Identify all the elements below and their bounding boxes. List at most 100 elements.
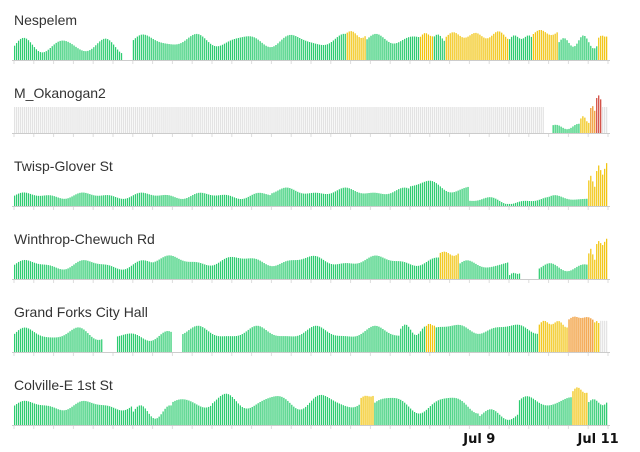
bar xyxy=(219,261,222,279)
bar xyxy=(188,400,190,425)
bar xyxy=(49,48,51,60)
bar xyxy=(257,403,259,425)
bar xyxy=(19,107,22,133)
bar xyxy=(265,194,267,206)
bar xyxy=(320,327,323,352)
bar xyxy=(269,265,271,279)
bar xyxy=(467,36,469,60)
bar xyxy=(473,107,475,133)
bar xyxy=(255,107,257,133)
bar xyxy=(21,260,24,279)
bar xyxy=(406,37,408,60)
bar xyxy=(530,36,533,60)
bar xyxy=(487,38,489,60)
bar xyxy=(77,107,79,133)
bar xyxy=(566,271,568,279)
bar xyxy=(368,37,370,60)
bar xyxy=(602,35,604,60)
bar xyxy=(471,33,473,60)
bar xyxy=(295,36,297,60)
bar xyxy=(447,398,449,425)
bar xyxy=(445,36,447,60)
bar xyxy=(540,107,542,133)
bar xyxy=(229,395,232,425)
bar xyxy=(45,405,47,425)
bar xyxy=(130,196,133,206)
bar xyxy=(540,30,542,60)
bar xyxy=(95,339,97,352)
bar xyxy=(249,107,251,133)
bar xyxy=(188,197,190,206)
bar xyxy=(544,320,546,352)
bar xyxy=(154,339,156,352)
bar xyxy=(509,275,511,279)
bar xyxy=(71,329,73,352)
bar xyxy=(388,41,390,60)
bar xyxy=(221,336,224,352)
bar xyxy=(198,405,200,425)
bar xyxy=(516,273,519,279)
bar xyxy=(63,335,65,352)
bar xyxy=(168,255,170,279)
bar xyxy=(154,107,156,133)
bar xyxy=(514,202,517,206)
bar xyxy=(516,324,519,352)
bar xyxy=(487,267,489,279)
bar xyxy=(477,265,479,279)
bar xyxy=(138,405,140,425)
bar xyxy=(247,196,249,206)
bar xyxy=(184,261,186,279)
bar xyxy=(453,325,455,352)
bar xyxy=(134,262,137,279)
bar xyxy=(188,261,190,279)
bar xyxy=(113,266,115,279)
bar xyxy=(358,192,360,206)
bar xyxy=(552,323,554,352)
bar xyxy=(578,317,580,352)
bar xyxy=(410,329,412,352)
bar xyxy=(170,405,172,425)
bar xyxy=(41,107,43,133)
bar xyxy=(291,188,293,206)
bar xyxy=(346,263,348,279)
bar xyxy=(79,401,81,425)
bar xyxy=(154,418,156,425)
bar xyxy=(400,107,402,133)
bar xyxy=(421,412,424,425)
bar xyxy=(210,107,212,133)
bar xyxy=(15,263,18,279)
bar xyxy=(606,163,608,206)
bar xyxy=(101,264,103,279)
bar xyxy=(291,260,293,279)
bar xyxy=(340,335,342,352)
bar xyxy=(378,193,380,206)
bar xyxy=(489,197,491,206)
bar xyxy=(281,107,283,133)
bar xyxy=(275,335,277,352)
bar xyxy=(334,401,336,425)
bar xyxy=(518,273,521,279)
bar xyxy=(352,407,354,425)
bar xyxy=(14,195,16,206)
bar xyxy=(295,408,297,425)
bar xyxy=(67,332,69,352)
bar xyxy=(101,339,103,352)
bar xyxy=(380,327,382,352)
bar xyxy=(217,46,220,60)
bar xyxy=(390,333,392,352)
bar xyxy=(136,261,138,279)
bar xyxy=(314,107,317,133)
bar xyxy=(396,261,398,279)
bar xyxy=(164,107,166,133)
bar xyxy=(257,325,259,352)
bar xyxy=(15,43,18,60)
bar xyxy=(423,326,426,352)
bar xyxy=(160,334,162,352)
bar xyxy=(485,411,487,425)
bar xyxy=(606,238,608,279)
bar xyxy=(311,42,313,60)
bar xyxy=(370,107,372,133)
bar xyxy=(166,331,168,352)
bar xyxy=(453,397,455,425)
bar xyxy=(33,403,36,425)
